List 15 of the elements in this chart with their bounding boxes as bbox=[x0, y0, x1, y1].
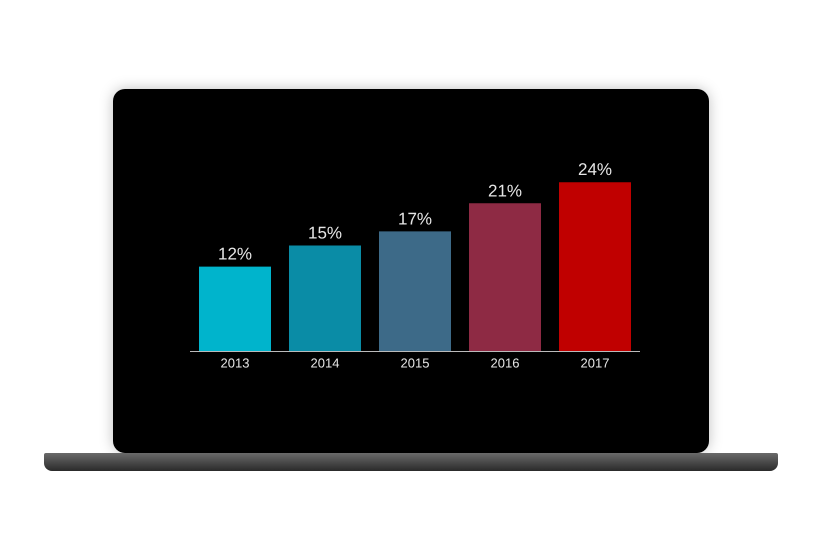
data-label: 21% bbox=[488, 181, 522, 200]
x-tick-label: 2014 bbox=[310, 356, 340, 371]
bar bbox=[469, 203, 541, 351]
bar bbox=[289, 246, 361, 351]
x-tick-label: 2017 bbox=[580, 356, 610, 371]
data-label: 15% bbox=[308, 224, 342, 242]
bar bbox=[559, 182, 631, 351]
x-tick-label: 2013 bbox=[220, 356, 250, 371]
bar bbox=[199, 266, 271, 351]
x-tick-label: 2016 bbox=[490, 356, 520, 371]
data-label: 17% bbox=[398, 209, 432, 228]
bar bbox=[379, 231, 451, 351]
data-label: 12% bbox=[218, 244, 252, 264]
x-tick-label: 2015 bbox=[400, 356, 430, 371]
data-label: 24% bbox=[578, 160, 612, 180]
